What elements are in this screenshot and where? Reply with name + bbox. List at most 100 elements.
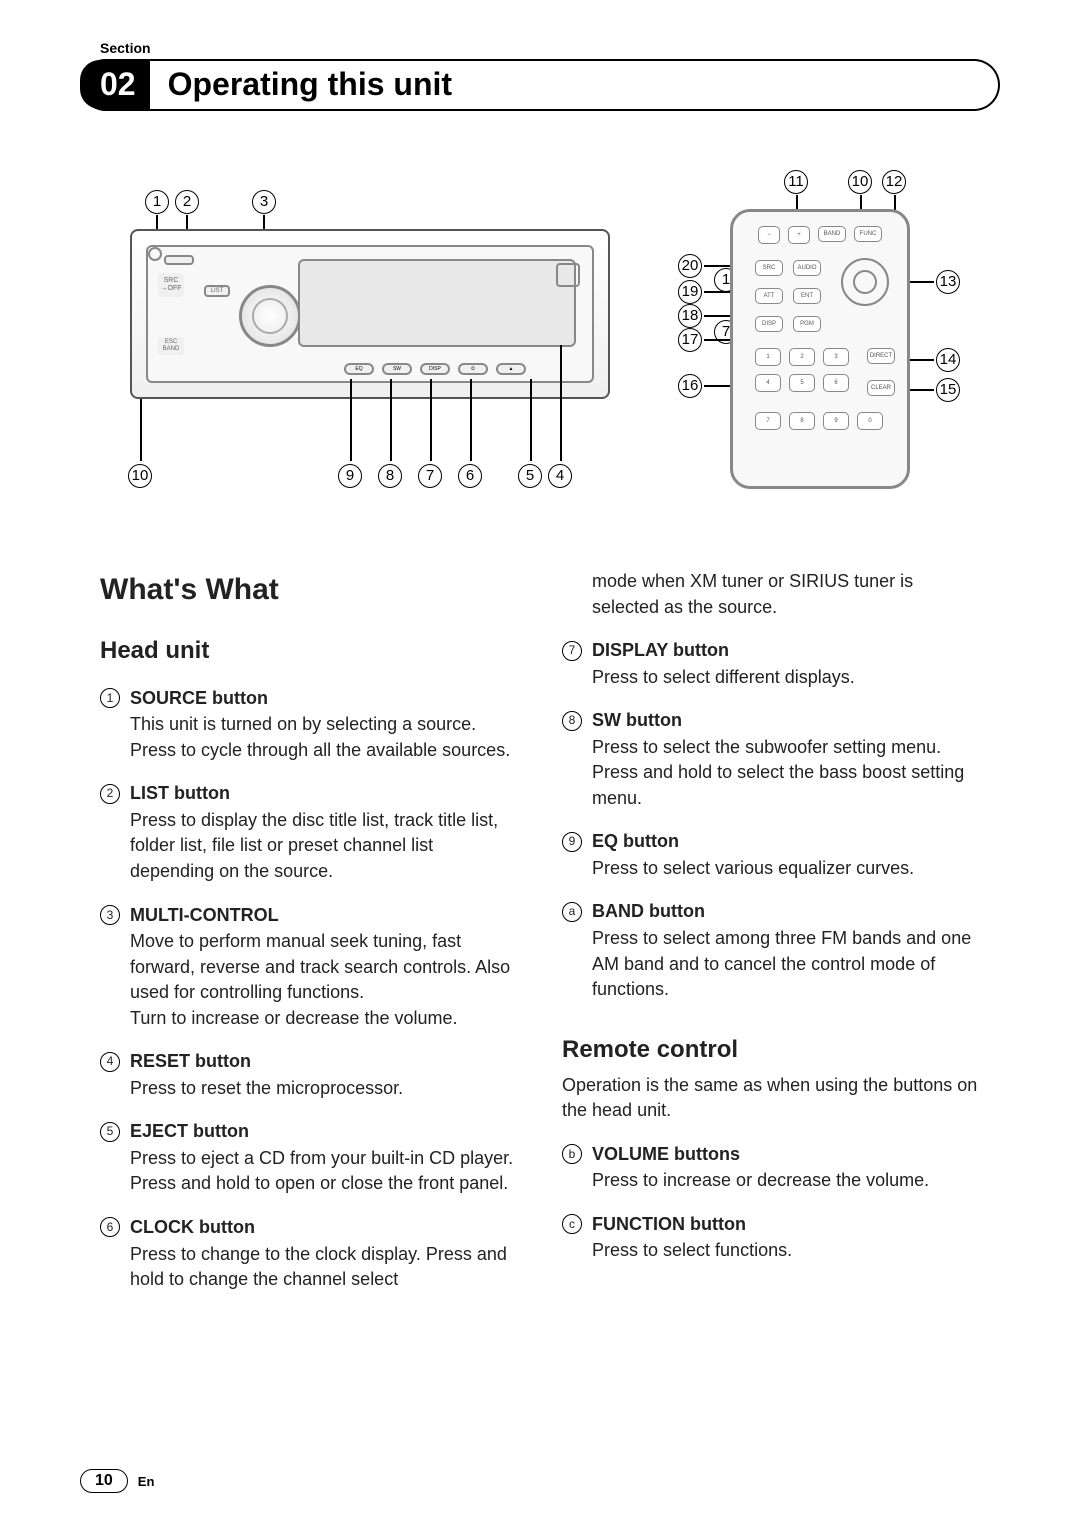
description-item: 9 EQ buttonPress to select various equali… <box>562 829 980 881</box>
item-number: 4 <box>100 1052 120 1072</box>
hu-list-button: LIST <box>204 285 230 297</box>
item-number: 9 <box>562 832 582 852</box>
remote-diagram: 11 10 12 20 19 1 18 17 7 16 13 14 15 <box>660 169 980 489</box>
page-footer: 10 En <box>80 1469 154 1493</box>
description-item: 3MULTI-CONTROLMove to perform manual see… <box>100 903 518 1032</box>
item-title: EJECT button <box>130 1119 518 1145</box>
item-title: DISPLAY button <box>592 638 980 664</box>
callout-3: 3 <box>252 190 276 214</box>
item-desc: Press to increase or decrease the volume… <box>592 1168 980 1194</box>
item-title: SOURCE button <box>130 686 518 712</box>
item-desc: Press to change to the clock display. Pr… <box>130 1242 518 1293</box>
page-lang: En <box>138 1474 155 1489</box>
column-left: What's What Head unit 1 SOURCE buttonThis… <box>100 569 518 1293</box>
remote-num-8: 8 <box>789 412 815 430</box>
callout-r13: 13 <box>936 270 960 294</box>
head-unit-body: SRC→OFF LIST ESCBAND EQ SW DISP ⏲ ▲ <box>130 229 610 399</box>
item-desc: Press to select different displays. <box>592 665 980 691</box>
item-number: 7 <box>562 641 582 661</box>
item-title: EQ button <box>592 829 980 855</box>
callout-10: 10 <box>128 464 152 488</box>
item-desc: Press to select functions. <box>592 1238 980 1264</box>
whats-what-heading: What's What <box>100 569 518 612</box>
item-number: 2 <box>100 784 120 804</box>
item-number: b <box>562 1144 582 1164</box>
description-item: bVOLUME buttonsPress to increase or decr… <box>562 1142 980 1194</box>
item-desc: This unit is turned on by selecting a so… <box>130 712 518 763</box>
description-item: 8SW buttonPress to select the subwoofer … <box>562 708 980 811</box>
callout-2: 2 <box>175 190 199 214</box>
callout-4: 4 <box>548 464 572 488</box>
item-number: 6 <box>100 1217 120 1237</box>
callout-8: 8 <box>378 464 402 488</box>
description-item: 6 CLOCK buttonPress to change to the cloc… <box>100 1215 518 1293</box>
hu-sw-button: SW <box>382 363 412 375</box>
remote-numrow4: 7 8 9 0 <box>755 412 883 430</box>
callout-5: 5 <box>518 464 542 488</box>
callout-r19: 19 <box>678 280 702 304</box>
hu-eq-button: EQ <box>344 363 374 375</box>
chapter-title: Operating this unit <box>168 66 1000 103</box>
remote-direct: DIRECT <box>867 348 895 364</box>
callout-r18: 18 <box>678 304 702 328</box>
item-number: 5 <box>100 1122 120 1142</box>
hu-multi-control-knob <box>239 285 301 347</box>
item-desc: Press to display the disc title list, tr… <box>130 808 518 885</box>
remote-vol-up: + <box>788 226 810 244</box>
hu-source-button: SRC→OFF <box>158 273 184 297</box>
hu-esc-band: ESCBAND <box>158 337 184 355</box>
remote-numpad: 1 2 3 4 5 6 <box>755 348 849 392</box>
item-desc: Move to perform manual seek tuning, fast… <box>130 929 518 1031</box>
item-number: 1 <box>100 688 120 708</box>
description-item: c FUNCTION buttonPress to select function… <box>562 1212 980 1264</box>
item-title: CLOCK button <box>130 1215 518 1241</box>
remote-num-0: 0 <box>857 412 883 430</box>
hu-slot <box>164 255 194 265</box>
callout-r14: 14 <box>936 348 960 372</box>
item-title: LIST button <box>130 781 518 807</box>
item-desc: Press to eject a CD from your built-in C… <box>130 1146 518 1197</box>
callout-6: 6 <box>458 464 482 488</box>
remote-nav-pad <box>841 258 889 306</box>
remote-num-4: 4 <box>755 374 781 392</box>
callout-r16: 16 <box>678 374 702 398</box>
remote-num-1: 1 <box>755 348 781 366</box>
remote-vol-down: − <box>758 226 780 244</box>
item-desc: Press to reset the microprocessor. <box>130 1076 518 1102</box>
item-desc: Press to select the subwoofer setting me… <box>592 735 980 812</box>
remote-att: ATT <box>755 288 783 304</box>
item-number: c <box>562 1214 582 1234</box>
item-title: RESET button <box>130 1049 518 1075</box>
col2-lead: mode when XM tuner or SIRIUS tuner is se… <box>592 569 980 620</box>
chapter-number: 02 <box>80 60 150 109</box>
remote-num-2: 2 <box>789 348 815 366</box>
remote-func: FUNC <box>854 226 882 242</box>
callout-r12: 12 <box>882 170 906 194</box>
hu-reset-button <box>148 247 162 261</box>
chapter-header: 02 Operating this unit <box>80 60 1000 109</box>
page-number: 10 <box>80 1469 128 1493</box>
remote-num-9: 9 <box>823 412 849 430</box>
description-item: 4 RESET buttonPress to reset the micropro… <box>100 1049 518 1101</box>
callout-9: 9 <box>338 464 362 488</box>
remote-ent: ENT <box>793 288 821 304</box>
item-title: BAND button <box>592 899 980 925</box>
callout-r11: 11 <box>784 170 808 194</box>
remote-audio: AUDIO <box>793 260 821 276</box>
remote-control-heading: Remote control <box>562 1033 980 1067</box>
head-unit-diagram: 1 2 3 SRC→OFF LIST ESCBAND EQ SW DISP <box>100 169 620 489</box>
remote-body: − + BAND FUNC SRC AUDIO ATT ENT DISP PGM <box>730 209 910 489</box>
remote-clear: CLEAR <box>867 380 895 396</box>
callout-r15: 15 <box>936 378 960 402</box>
remote-num-3: 3 <box>823 348 849 366</box>
remote-band: BAND <box>818 226 846 242</box>
column-right: mode when XM tuner or SIRIUS tuner is se… <box>562 569 980 1293</box>
description-item: 7 DISPLAY buttonPress to select different… <box>562 638 980 690</box>
head-unit-heading: Head unit <box>100 634 518 668</box>
description-item: 5 EJECT buttonPress to eject a CD from yo… <box>100 1119 518 1197</box>
item-desc: Press to select various equalizer curves… <box>592 856 980 882</box>
item-title: FUNCTION button <box>592 1212 980 1238</box>
callout-7: 7 <box>418 464 442 488</box>
remote-pgm: PGM <box>793 316 821 332</box>
hu-disp-button: DISP <box>420 363 450 375</box>
